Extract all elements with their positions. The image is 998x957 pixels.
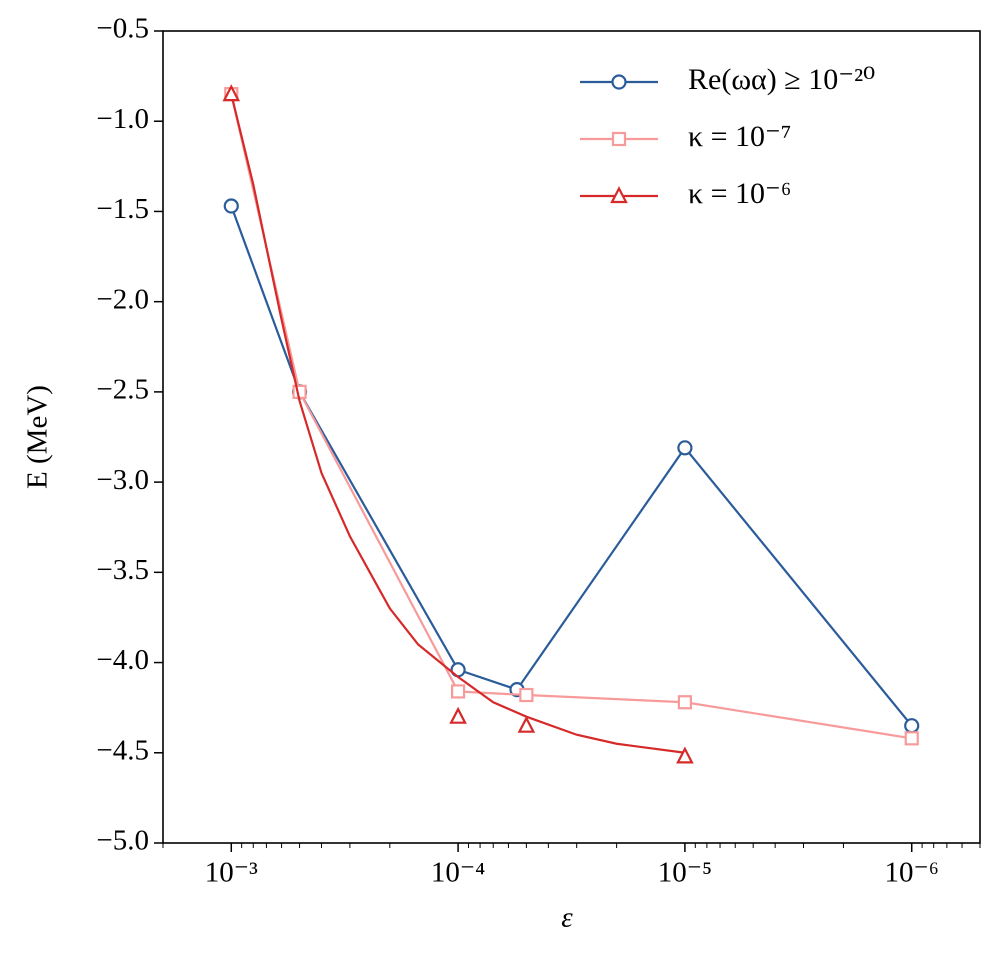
axes-frame <box>162 30 981 844</box>
marker <box>449 706 467 724</box>
y-tick-label: −0.5 <box>96 13 149 45</box>
x-tick-label: 10⁻⁵ <box>658 857 712 889</box>
legend-label: κ = 10⁻⁶ <box>688 177 791 210</box>
legend: Re(ωα) ≥ 10⁻²⁰ κ = 10⁻⁷ κ = 10⁻⁶ <box>580 63 875 210</box>
x-axis-label: ε <box>561 902 573 934</box>
marker <box>222 84 241 102</box>
marker <box>611 131 627 147</box>
marker <box>610 186 628 204</box>
x-tick-label: 10⁻⁶ <box>885 857 939 889</box>
legend-label: Re(ωα) ≥ 10⁻²⁰ <box>688 63 875 96</box>
y-tick-label: −3.0 <box>96 464 149 496</box>
y-tick-label: −3.5 <box>96 554 149 586</box>
y-tick-label: −2.5 <box>96 374 149 406</box>
marker <box>519 687 534 703</box>
marker <box>676 746 694 764</box>
series-line <box>230 93 912 740</box>
marker <box>611 74 627 90</box>
marker <box>517 715 536 733</box>
marker <box>223 198 239 214</box>
y-tick-label: −1.0 <box>96 103 149 135</box>
marker <box>677 440 693 456</box>
marker <box>904 731 919 746</box>
legend-label: κ = 10⁻⁷ <box>688 120 791 153</box>
x-tick-label: 10⁻³ <box>205 857 258 889</box>
plot-area <box>222 84 920 764</box>
y-tick-label: −1.5 <box>96 193 149 225</box>
fit-curve <box>230 93 686 754</box>
marker <box>677 695 693 710</box>
x-tick-label: 10⁻⁴ <box>431 857 485 889</box>
y-tick-label: −2.0 <box>96 283 149 315</box>
marker <box>450 684 466 699</box>
y-axis-label: E (MeV) <box>22 385 54 489</box>
y-tick-label: −4.5 <box>96 734 149 766</box>
series-line <box>230 205 913 727</box>
y-tick-label: −5.0 <box>96 825 149 857</box>
y-tick-label: −4.0 <box>96 644 149 676</box>
marker <box>904 718 920 734</box>
